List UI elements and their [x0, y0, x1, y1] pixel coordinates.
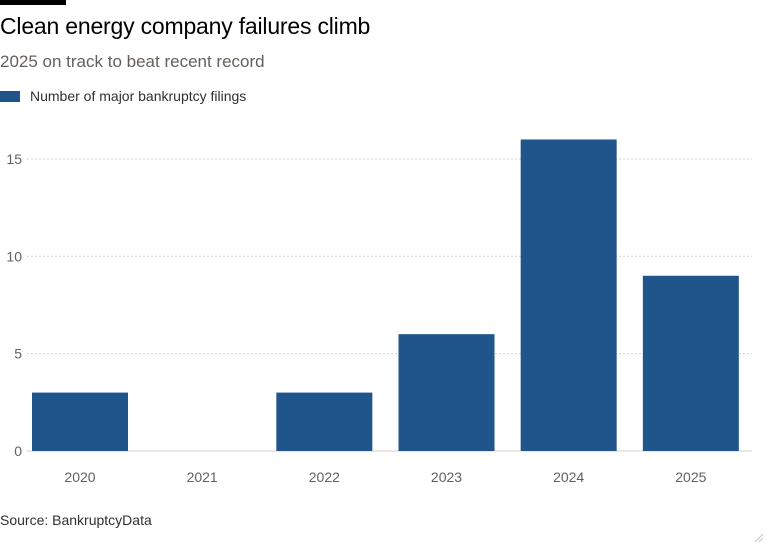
x-tick-label: 2025 [675, 469, 706, 485]
x-tick-labels: 2020 2021 2022 2023 2024 2025 [64, 469, 706, 485]
bar-2023 [398, 334, 495, 451]
bar-2020 [32, 392, 128, 451]
bar-2024 [520, 139, 617, 451]
chart-subtitle: 2025 on track to beat recent record [0, 52, 265, 71]
x-tick-label: 2023 [431, 469, 462, 485]
legend: Number of major bankruptcy filings [0, 88, 246, 104]
bars [32, 139, 739, 451]
y-tick-labels: 0 5 10 15 [6, 151, 22, 459]
y-tick-label: 0 [14, 443, 22, 459]
x-tick-label: 2020 [64, 469, 95, 485]
y-tick-label: 15 [6, 151, 22, 167]
x-tick-label: 2022 [309, 469, 340, 485]
corner-mark [754, 533, 764, 543]
chart-title: Clean energy company failures climb [0, 13, 371, 39]
source-note: Source: BankruptcyData [0, 512, 152, 528]
y-tick-label: 10 [6, 248, 22, 264]
bar-2025 [642, 275, 739, 451]
bar-chart: 0 5 10 15 2020 2021 2022 2023 2024 2025 [6, 139, 752, 485]
gridlines [27, 158, 752, 452]
bar-2022 [276, 392, 373, 451]
accent-rule [0, 0, 66, 5]
x-tick-label: 2021 [187, 469, 218, 485]
x-tick-label: 2024 [553, 469, 584, 485]
legend-swatch [0, 90, 20, 102]
y-tick-label: 5 [14, 346, 22, 362]
legend-label: Number of major bankruptcy filings [30, 88, 247, 104]
